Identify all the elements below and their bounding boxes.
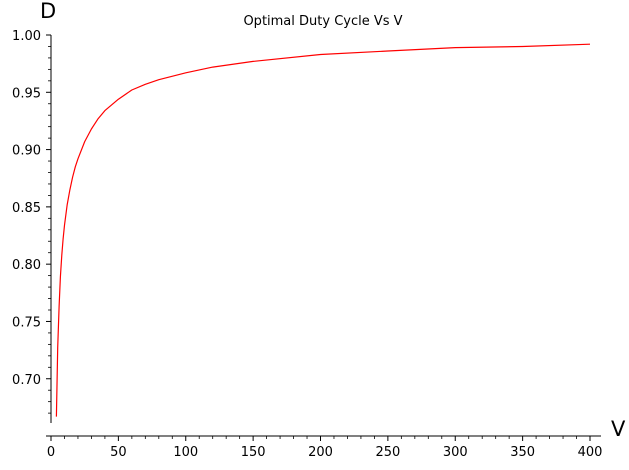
x-axis-label: V	[611, 417, 626, 441]
y-tick-label: 0.85	[12, 201, 41, 216]
x-tick-label: 0	[47, 445, 55, 460]
plot-area	[55, 43, 591, 417]
axis-ticks: 0 50 100 150 200 250 300 350 400 0.70 0.75 0.80 0.85…	[12, 29, 602, 460]
x-tick-label: 400	[578, 445, 603, 460]
y-tick-label: 0.95	[12, 86, 41, 101]
x-tick-label: 300	[443, 445, 468, 460]
y-tick-label: 0.70	[12, 373, 41, 388]
chart-title: Optimal Duty Cycle Vs V	[243, 14, 402, 29]
duty-cycle-series-line	[55, 43, 591, 417]
x-tick-label: 100	[173, 445, 198, 460]
x-tick-label: 50	[110, 445, 127, 460]
y-tick-label: 1.00	[12, 29, 41, 44]
y-tick-label: 0.75	[12, 315, 41, 330]
x-tick-label: 200	[308, 445, 333, 460]
x-tick-label: 150	[241, 445, 266, 460]
y-tick-label: 0.90	[12, 144, 41, 159]
x-tick-label: 350	[510, 445, 535, 460]
x-tick-label: 250	[375, 445, 400, 460]
y-tick-label: 0.80	[12, 258, 41, 273]
y-axis-label: D	[40, 0, 56, 23]
